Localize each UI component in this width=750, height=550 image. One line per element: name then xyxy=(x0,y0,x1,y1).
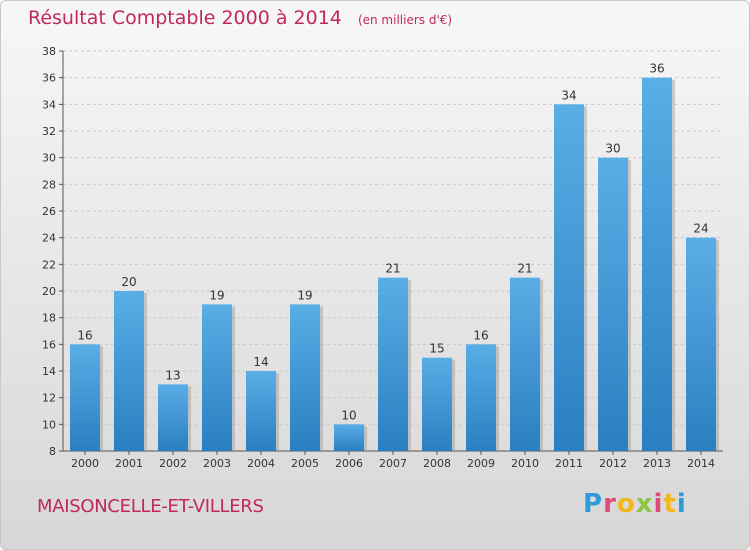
bar-2008 xyxy=(422,357,452,451)
y-tick-label: 30 xyxy=(42,152,56,165)
bar-2012 xyxy=(598,157,628,451)
value-label-2000: 16 xyxy=(77,328,92,342)
bar-2011 xyxy=(554,104,584,451)
y-tick-label: 8 xyxy=(49,445,56,458)
x-tick-label-2002: 2002 xyxy=(159,457,187,470)
bar-2014 xyxy=(686,237,716,451)
logo-letter: o xyxy=(616,489,636,519)
bars xyxy=(70,77,719,452)
bar-2003 xyxy=(202,304,232,451)
x-tick-label-2012: 2012 xyxy=(599,457,627,470)
x-tick-label-2009: 2009 xyxy=(467,457,495,470)
bar-2002 xyxy=(158,384,188,451)
x-tick-label-2010: 2010 xyxy=(511,457,539,470)
y-tick-label: 34 xyxy=(42,98,56,111)
chart-title: Résultat Comptable 2000 à 2014 (en milli… xyxy=(28,7,452,29)
value-label-2007: 21 xyxy=(385,262,400,276)
x-tick-label-2006: 2006 xyxy=(335,457,363,470)
y-tick-label: 10 xyxy=(42,418,56,431)
chart-title-text: Résultat Comptable 2000 à 2014 xyxy=(28,7,342,29)
bar-2001 xyxy=(114,291,144,451)
logo-letter: i xyxy=(653,489,664,519)
bar-2010 xyxy=(510,277,540,451)
bar-2006 xyxy=(334,424,364,451)
logo-letter: r xyxy=(603,489,617,519)
x-tick-label-2004: 2004 xyxy=(247,457,275,470)
bar-2005 xyxy=(290,304,320,451)
bar-2013 xyxy=(642,77,672,452)
value-label-2008: 15 xyxy=(429,342,444,356)
bar-2004 xyxy=(246,371,276,451)
x-tick-label-2013: 2013 xyxy=(643,457,671,470)
logo-letter: i xyxy=(676,489,687,519)
x-tick-label-2007: 2007 xyxy=(379,457,407,470)
value-label-2003: 19 xyxy=(209,288,224,302)
y-tick-label: 24 xyxy=(42,232,56,245)
y-tick-label: 32 xyxy=(42,125,56,138)
x-tick-label-2014: 2014 xyxy=(687,457,715,470)
y-tick-label: 14 xyxy=(42,365,56,378)
x-tick-label-2008: 2008 xyxy=(423,457,451,470)
value-label-2006: 10 xyxy=(341,408,356,422)
y-tick-label: 20 xyxy=(42,285,56,298)
x-tick-label-2003: 2003 xyxy=(203,457,231,470)
y-tick-label: 12 xyxy=(42,392,56,405)
y-tick-label: 26 xyxy=(42,205,56,218)
value-label-2001: 20 xyxy=(121,275,136,289)
bar-2000 xyxy=(70,344,100,451)
location-name: MAISONCELLE-ET-VILLERS xyxy=(37,496,264,517)
value-label-2005: 19 xyxy=(297,288,312,302)
y-tick-label: 22 xyxy=(42,258,56,271)
value-label-2004: 14 xyxy=(253,355,268,369)
value-label-2013: 36 xyxy=(649,62,664,76)
logo-letter: t xyxy=(663,489,677,519)
x-tick-label-2011: 2011 xyxy=(555,457,583,470)
value-label-2011: 34 xyxy=(561,88,576,102)
x-tick-label-2000: 2000 xyxy=(71,457,99,470)
value-label-2012: 30 xyxy=(605,142,620,156)
y-tick-label: 16 xyxy=(42,338,56,351)
x-tick-label-2005: 2005 xyxy=(291,457,319,470)
proxiti-logo: Proxiti xyxy=(583,489,687,519)
y-tick-label: 36 xyxy=(42,72,56,85)
value-label-2002: 13 xyxy=(165,368,180,382)
logo-letter: x xyxy=(635,489,654,519)
x-tick-label-2001: 2001 xyxy=(115,457,143,470)
value-label-2010: 21 xyxy=(517,262,532,276)
bar-2009 xyxy=(466,344,496,451)
labels: 8 10 12 14 16 18 20 22 24 26 28 30 32 34 36 38 16 2000 20 2… xyxy=(42,45,715,470)
value-label-2014: 24 xyxy=(693,222,708,236)
logo-letter: P xyxy=(583,489,604,519)
chart-unit: (en milliers d'€) xyxy=(357,13,453,27)
value-label-2009: 16 xyxy=(473,328,488,342)
y-tick-label: 28 xyxy=(42,178,56,191)
bar-2007 xyxy=(378,277,408,451)
y-tick-label: 38 xyxy=(42,45,56,58)
y-tick-label: 18 xyxy=(42,312,56,325)
